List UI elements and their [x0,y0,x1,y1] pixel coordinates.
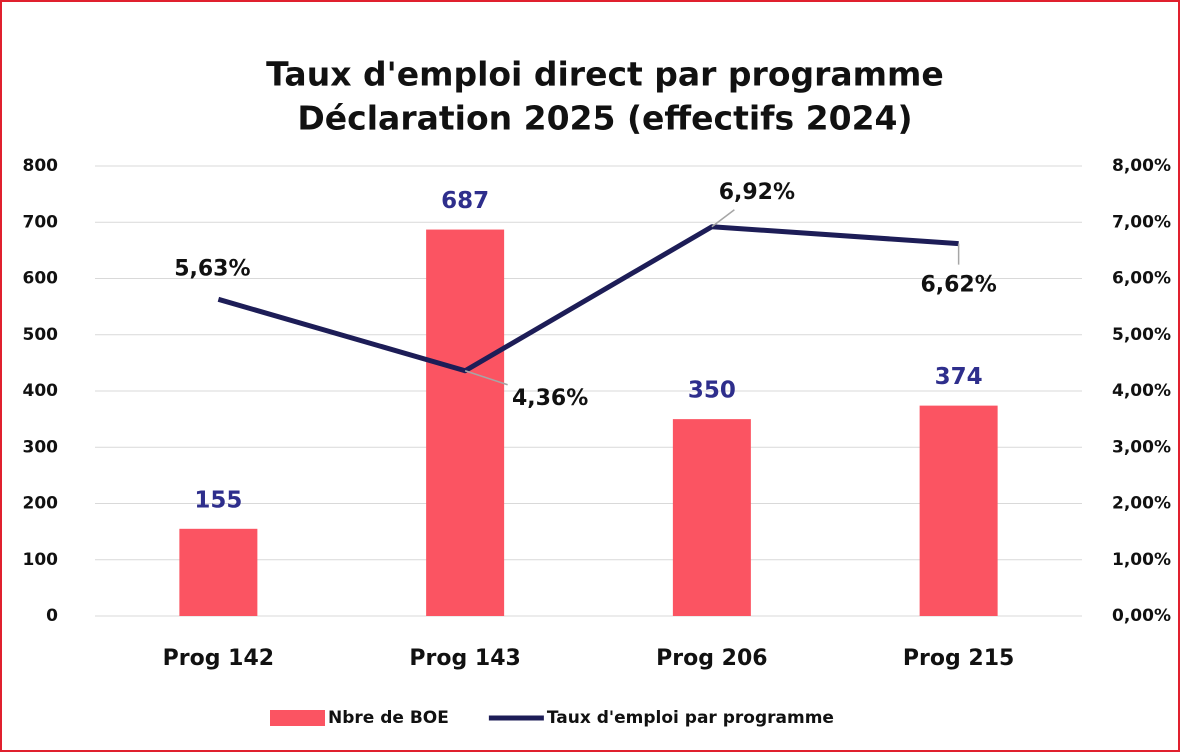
bar-value-label: 374 [935,364,983,390]
bar [919,405,998,616]
bar [426,229,505,616]
x-tick-label: Prog 142 [163,646,274,671]
y-tick-label: 200 [23,494,59,514]
y2-tick-label: 8,00% [1112,156,1171,176]
legend-label: Nbre de BOE [328,708,449,728]
y-tick-label: 100 [23,550,59,570]
legend-label: Taux d'emploi par programme [547,708,834,728]
y2-tick-label: 0,00% [1112,606,1171,626]
leader-line [464,370,508,386]
y2-tick-label: 3,00% [1112,437,1171,457]
legend-swatch [270,710,325,726]
y-tick-label: 500 [23,325,59,345]
y2-tick-label: 7,00% [1112,212,1171,232]
x-tick-label: Prog 143 [409,646,520,671]
x-tick-label: Prog 215 [903,646,1014,671]
y2-tick-label: 2,00% [1112,494,1171,514]
y-tick-label: 300 [23,437,59,457]
chart-title: Taux d'emploi direct par programme [266,55,944,94]
y2-tick-label: 1,00% [1112,550,1171,570]
bar-value-label: 155 [194,487,242,513]
bar [672,419,751,616]
bar [179,528,258,616]
line-value-label: 6,62% [920,273,996,298]
line-value-label: 6,92% [719,180,795,205]
y2-tick-label: 6,00% [1112,269,1171,289]
line-value-label: 5,63% [174,256,250,281]
bar-value-label: 687 [441,188,489,214]
x-tick-label: Prog 206 [656,646,767,671]
y-tick-label: 0 [46,606,58,626]
line-value-label: 4,36% [512,386,588,411]
y-tick-label: 700 [23,212,59,232]
y2-tick-label: 5,00% [1112,325,1171,345]
y-tick-label: 800 [23,156,59,176]
y2-tick-label: 4,00% [1112,381,1171,401]
leader-line [711,209,735,228]
y-tick-label: 600 [23,269,59,289]
line [217,224,959,374]
y-tick-label: 400 [23,381,59,401]
bar-value-label: 350 [688,378,736,404]
chart-subtitle: Déclaration 2025 (effectifs 2024) [297,99,912,138]
